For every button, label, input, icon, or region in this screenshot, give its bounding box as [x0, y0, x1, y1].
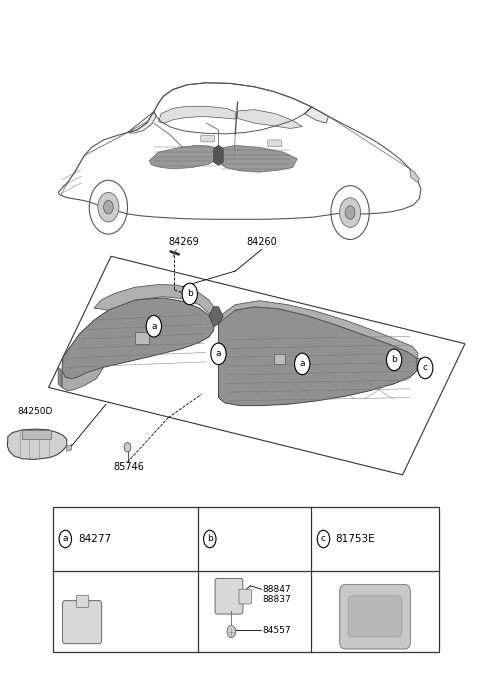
FancyBboxPatch shape	[215, 578, 243, 614]
Polygon shape	[158, 106, 235, 123]
Text: a: a	[151, 321, 156, 331]
Polygon shape	[94, 284, 214, 320]
FancyBboxPatch shape	[340, 584, 410, 649]
Text: 84269: 84269	[168, 237, 199, 247]
Polygon shape	[417, 359, 423, 371]
FancyBboxPatch shape	[135, 332, 149, 344]
FancyBboxPatch shape	[62, 601, 102, 644]
Circle shape	[345, 206, 355, 219]
Circle shape	[124, 443, 131, 452]
Polygon shape	[67, 445, 72, 452]
Text: 84557: 84557	[263, 625, 291, 635]
Text: 84250D: 84250D	[17, 407, 53, 417]
FancyBboxPatch shape	[274, 354, 286, 364]
Polygon shape	[209, 307, 223, 327]
Circle shape	[295, 353, 310, 375]
Text: c: c	[423, 363, 428, 373]
FancyBboxPatch shape	[239, 589, 252, 604]
Text: 81753E: 81753E	[336, 534, 375, 544]
Polygon shape	[62, 367, 104, 391]
Circle shape	[227, 625, 236, 638]
Circle shape	[146, 315, 161, 337]
FancyBboxPatch shape	[268, 140, 282, 147]
Polygon shape	[410, 169, 420, 182]
Text: 85746: 85746	[114, 462, 144, 472]
Circle shape	[418, 357, 433, 379]
Polygon shape	[7, 429, 67, 460]
Circle shape	[204, 530, 216, 548]
Text: 88847: 88847	[263, 585, 291, 594]
Circle shape	[59, 530, 72, 548]
Polygon shape	[218, 146, 298, 173]
Polygon shape	[218, 301, 418, 359]
Text: 84260: 84260	[246, 237, 277, 247]
Circle shape	[98, 192, 119, 222]
Text: b: b	[187, 289, 192, 299]
Circle shape	[386, 349, 402, 371]
FancyBboxPatch shape	[76, 595, 89, 607]
Text: c: c	[321, 534, 326, 543]
FancyBboxPatch shape	[348, 596, 402, 637]
Circle shape	[317, 530, 330, 548]
FancyBboxPatch shape	[22, 430, 51, 439]
Circle shape	[339, 197, 360, 227]
Polygon shape	[238, 110, 302, 129]
Polygon shape	[149, 146, 218, 169]
Polygon shape	[305, 107, 328, 123]
Text: b: b	[391, 355, 397, 365]
Polygon shape	[128, 112, 156, 133]
FancyBboxPatch shape	[201, 135, 215, 142]
Text: a: a	[62, 534, 68, 543]
Text: 88837: 88837	[263, 594, 291, 604]
Polygon shape	[62, 298, 214, 379]
Polygon shape	[218, 307, 417, 406]
Text: a: a	[216, 349, 221, 359]
Circle shape	[211, 343, 226, 365]
Text: a: a	[300, 359, 305, 369]
Polygon shape	[58, 367, 62, 388]
Polygon shape	[214, 146, 223, 166]
Circle shape	[182, 283, 197, 305]
Circle shape	[104, 200, 113, 214]
Text: 84277: 84277	[78, 534, 111, 544]
Text: b: b	[207, 534, 213, 543]
